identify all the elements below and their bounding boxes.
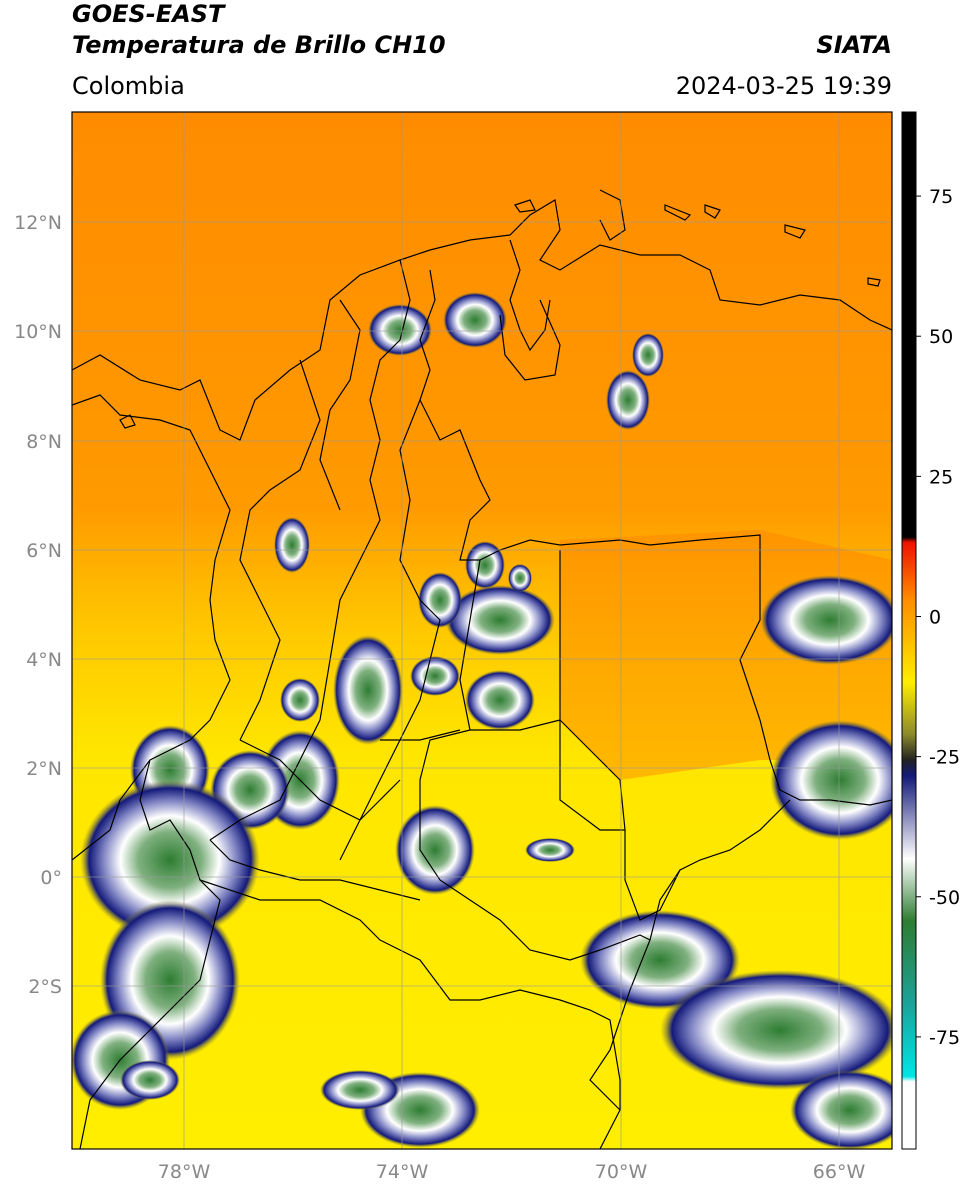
lon-tick-70w: 70°W [595, 1161, 648, 1183]
colorbar-tick-label: 25 [929, 466, 953, 488]
colorbar-ramp [901, 111, 917, 1150]
graticule [72, 112, 892, 1149]
lon-tick-labels: 78°W 74°W 70°W 66°W [158, 1161, 866, 1183]
lon-tick-74w: 74°W [376, 1161, 429, 1183]
colorbar: 75 50 25 0 -25 -50 -75 [901, 111, 960, 1150]
title-line-1: GOES-EAST [72, 0, 225, 28]
organization-label: SIATA [816, 31, 892, 59]
colorbar-tick-label: -50 [929, 887, 960, 909]
lon-tick-78w: 78°W [158, 1161, 211, 1183]
lat-tick-0: 0° [40, 867, 62, 889]
colorbar-tick-label: -25 [929, 747, 960, 769]
colorbar-tick-label: 0 [929, 606, 941, 628]
colorbar-tick-label: 50 [929, 326, 953, 348]
lat-tick-2n: 2°N [26, 758, 62, 780]
title-line-2: Temperatura de Brillo CH10 [72, 31, 446, 59]
lon-tick-66w: 66°W [813, 1161, 866, 1183]
lat-tick-4n: 4°N [26, 649, 62, 671]
lat-tick-labels: 12°N 10°N 8°N 6°N 4°N 2°N 0° 2°S [14, 212, 62, 998]
colorbar-tick-label: 75 [929, 186, 953, 208]
datetime-label: 2024-03-25 19:39 [675, 72, 892, 100]
brightness-temperature-field [72, 112, 892, 1149]
lat-tick-2s: 2°S [28, 976, 62, 998]
cloud-clusters [72, 292, 892, 1149]
map-frame [71, 111, 893, 1150]
region-label: Colombia [72, 72, 185, 100]
colorbar-tick-label: -75 [929, 1027, 960, 1049]
lat-tick-8n: 8°N [26, 431, 62, 453]
coastlines-borders [72, 189, 892, 1149]
lat-tick-12n: 12°N [14, 212, 62, 234]
lat-tick-10n: 10°N [14, 321, 62, 343]
lat-tick-6n: 6°N [26, 540, 62, 562]
